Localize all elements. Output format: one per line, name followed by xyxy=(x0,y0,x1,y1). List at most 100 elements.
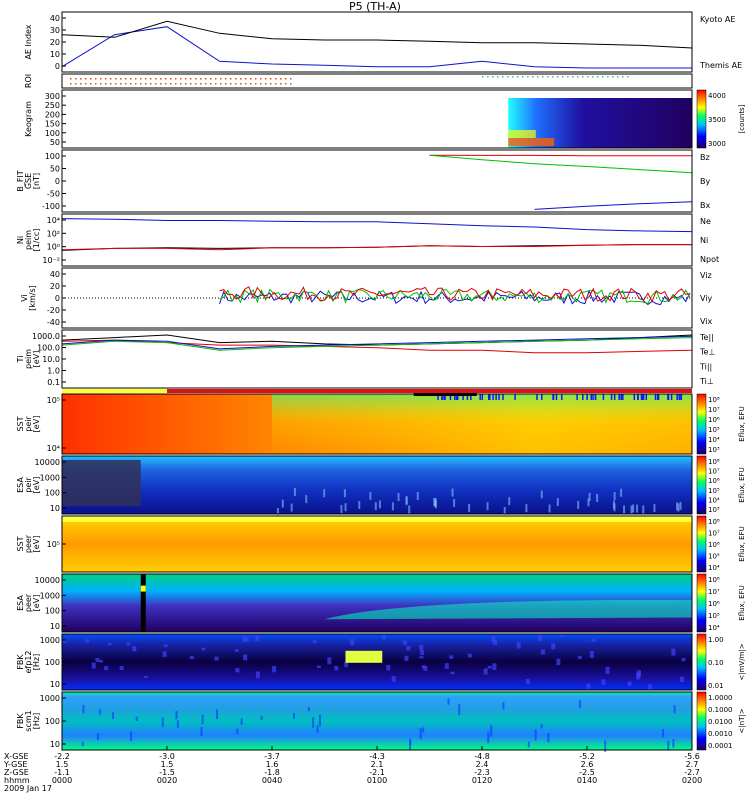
roi-dot xyxy=(75,78,77,80)
esa1-streak xyxy=(391,502,394,511)
sst1-top-band-cell xyxy=(637,394,639,400)
roi-dot xyxy=(150,78,152,80)
roi-dot xyxy=(270,78,272,80)
panel-ti: 1000.0 100.0 10.0 1.0 0.1 Ti peim [eV] Te|| Te⊥ Ti… xyxy=(16,329,715,389)
keogram-tick-label: 200 xyxy=(45,110,60,119)
roi-dot xyxy=(507,76,509,78)
sst1-colorbar-label: Eflux, EFU xyxy=(738,406,746,441)
sst1-top-band-cell xyxy=(622,394,624,400)
roi-dot xyxy=(165,83,167,85)
ti-tick-label: 100.0 xyxy=(37,344,60,353)
panel-sst2: 10⁵ SST peer [eV] 10⁸ 10⁷ 10⁶ 10⁵ 10⁴ Eflux, EFU xyxy=(16,515,746,573)
panel-fbk1: 1000 100 10 FBK efp12 [Hz] 1.00 0.10 0.01 <|mV/m|… xyxy=(16,633,746,691)
x-row-label: Z-GSE xyxy=(4,768,29,777)
x-tick-label: 1.5 xyxy=(161,760,174,769)
esa2-colorbar-tick: 10⁴ xyxy=(708,624,720,632)
esa1-streak xyxy=(468,504,471,513)
fbk1-cell xyxy=(679,676,684,683)
fbk2-tick-label: 10 xyxy=(50,740,60,749)
sst1-top-band-cell xyxy=(586,394,588,400)
sst1-top-band-cell xyxy=(470,394,472,400)
fbk2-cell xyxy=(540,724,543,729)
x-tick-label: -3.7 xyxy=(264,752,280,761)
esa1-spectrogram xyxy=(62,456,692,514)
esa1-colorbar-tick: 10⁸ xyxy=(708,458,720,466)
series-viz xyxy=(219,286,690,303)
x-tick-label: 0020 xyxy=(157,776,177,785)
date-label: 2009 Jan 17 xyxy=(4,784,52,793)
roi-dot xyxy=(572,76,574,78)
fbk1-cell xyxy=(386,664,391,671)
sst2-colorbar-label: Eflux, EFU xyxy=(738,526,746,561)
sst1-top-band-cell xyxy=(618,394,620,400)
fbk1-cell xyxy=(627,681,632,686)
mode-bar-marker xyxy=(413,393,477,396)
roi-dot xyxy=(140,83,142,85)
fbk1-cell xyxy=(487,665,492,669)
sst2-colorbar-tick: 10⁴ xyxy=(708,564,720,572)
ylabel-line: Ni xyxy=(16,236,25,244)
keogram-tick-label: 150 xyxy=(45,120,60,129)
ylabel-line: peir xyxy=(24,477,33,493)
fbk2-cell xyxy=(99,709,102,715)
roi-dot xyxy=(255,78,257,80)
series-themisae xyxy=(61,20,693,49)
esa1-tick-label: 100 xyxy=(45,489,60,498)
fbk2-tick-label: 1000 xyxy=(40,694,60,703)
panel-roi: ROI xyxy=(24,73,693,89)
fbk1-cell xyxy=(492,663,497,671)
roi-dot xyxy=(225,83,227,85)
fbk1-cell xyxy=(403,640,408,645)
esa1-streak xyxy=(405,497,408,506)
roi-dot xyxy=(235,78,237,80)
fbk2-cell xyxy=(307,707,310,712)
roi-dot xyxy=(80,78,82,80)
fbk1-cell xyxy=(119,665,124,670)
roi-dot xyxy=(140,78,142,80)
sst1-top-band-cell xyxy=(514,394,516,400)
keogram-bright-band xyxy=(508,138,555,146)
colorbar-label-text: [counts] xyxy=(738,104,746,133)
roi-dot xyxy=(617,76,619,78)
fbk1-cell xyxy=(234,649,239,652)
sst1-top-band-cell xyxy=(610,394,613,400)
roi-dot xyxy=(170,78,172,80)
esa1-streak xyxy=(636,504,639,513)
fbk1-cell xyxy=(163,644,168,648)
bfit-tick-label: -50 xyxy=(47,190,60,199)
sst1-tick-label: 10⁴ xyxy=(47,444,60,453)
roi-dot xyxy=(190,83,192,85)
esa2-gap xyxy=(140,574,146,632)
fbk2-cell xyxy=(667,740,670,751)
ylabel-line: Ti xyxy=(16,356,25,364)
fbk1-cell xyxy=(449,655,454,659)
roi-dot xyxy=(220,78,222,80)
ylabel-line: peim xyxy=(24,230,33,250)
fbk2-cell xyxy=(216,709,219,720)
roi-dot xyxy=(110,78,112,80)
roi-dot xyxy=(522,76,524,78)
sst1-top-band-cell xyxy=(492,394,494,400)
roi-dot xyxy=(562,76,564,78)
sst1-top-band-cell xyxy=(640,394,643,400)
roi-dot xyxy=(175,78,177,80)
keogram-tick-label: 300 xyxy=(45,92,60,101)
roi-dot xyxy=(280,78,282,80)
x-tick-label: 2.4 xyxy=(476,760,489,769)
sst1-fade xyxy=(272,394,692,454)
x-tick-label: -2.2 xyxy=(54,752,70,761)
ylabel-line: FBK xyxy=(16,713,25,729)
sst2-colorbar-tick: 10⁷ xyxy=(708,530,720,538)
roi-dot xyxy=(180,83,182,85)
fbk1-cell xyxy=(525,678,530,684)
roi-dot xyxy=(95,78,97,80)
x-tick-label: 0120 xyxy=(472,776,492,785)
fbk1-cell xyxy=(350,639,355,646)
fbk2-cell xyxy=(292,713,295,719)
esa1-streak xyxy=(587,498,590,507)
roi-ylabel: ROI xyxy=(24,74,33,88)
ni-tick-label: 10⁴ xyxy=(47,216,60,225)
bfit-tick-label: 100 xyxy=(45,152,60,161)
fbk2-cell xyxy=(236,728,239,735)
